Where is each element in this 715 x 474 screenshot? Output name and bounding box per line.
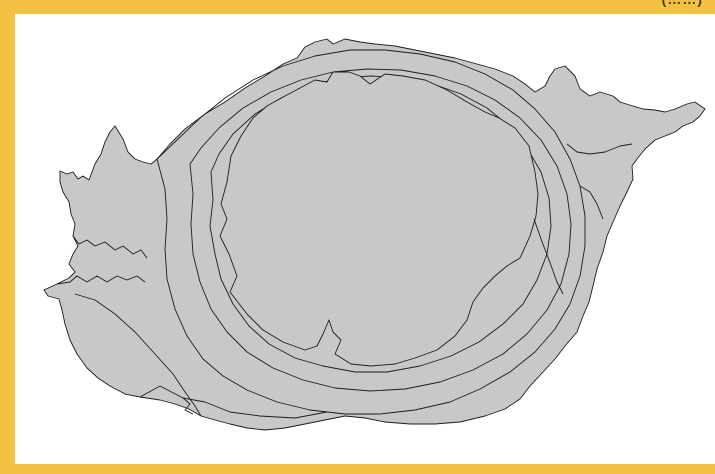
map-panel [15, 14, 715, 464]
map-border-south-2 [182, 397, 194, 415]
map-border-east-3 [579, 185, 604, 220]
map-border-west-1 [56, 275, 146, 285]
map-border-south-1 [139, 385, 328, 419]
map-region-center [219, 71, 539, 367]
header-fragment: (……) [662, 0, 703, 7]
cartogram-map [43, 38, 706, 431]
map-border-east-1 [533, 218, 564, 295]
map-border-west-2 [72, 235, 148, 259]
map-border-west-3 [74, 293, 202, 417]
map-ring-outer [156, 49, 586, 415]
map-border-east-2 [566, 143, 633, 155]
